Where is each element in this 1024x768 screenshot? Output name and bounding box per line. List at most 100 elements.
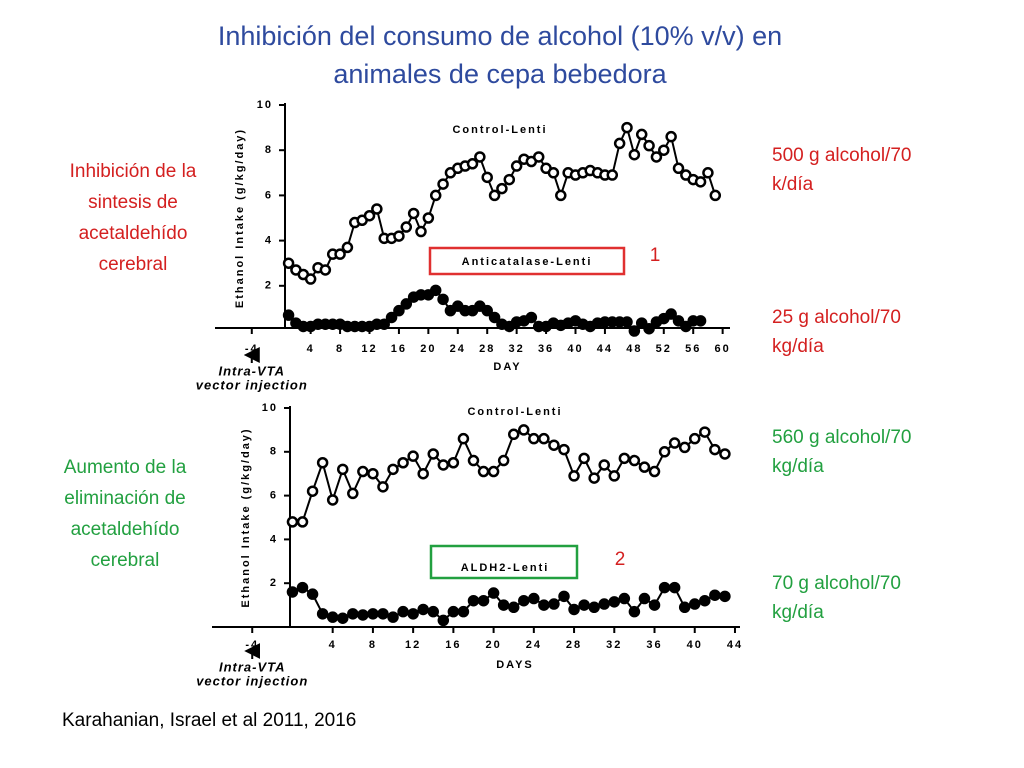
data-point bbox=[282, 257, 295, 269]
data-point bbox=[387, 463, 399, 476]
data-point bbox=[457, 432, 470, 445]
y-tick-label: 2 bbox=[265, 280, 273, 292]
data-point bbox=[400, 221, 413, 233]
side-label: Aumento de la bbox=[64, 457, 187, 478]
data-point bbox=[507, 601, 520, 614]
data-point bbox=[568, 603, 580, 616]
data-point bbox=[326, 611, 339, 623]
dose-label: kg/día bbox=[772, 602, 824, 623]
data-point bbox=[699, 594, 711, 607]
data-point bbox=[658, 581, 671, 594]
side-label: cerebral bbox=[99, 254, 168, 275]
series-line bbox=[292, 428, 726, 523]
data-point bbox=[286, 586, 299, 598]
data-point bbox=[477, 465, 490, 478]
data-point bbox=[363, 209, 376, 222]
y-tick-label: 10 bbox=[262, 402, 278, 414]
side-label: acetaldehído bbox=[79, 223, 188, 244]
series-label: ALDH2-Lenti bbox=[461, 562, 550, 574]
data-point bbox=[568, 470, 580, 482]
x-tick-label: 8 bbox=[369, 639, 377, 651]
side-label: acetaldehído bbox=[71, 519, 180, 540]
x-tick-label: 40 bbox=[687, 639, 703, 651]
data-point bbox=[643, 322, 655, 335]
data-point bbox=[282, 309, 295, 321]
data-point bbox=[665, 308, 677, 320]
data-point bbox=[621, 316, 633, 328]
annotation: vector injection bbox=[196, 377, 308, 392]
data-point bbox=[532, 151, 545, 163]
data-point bbox=[598, 598, 610, 610]
data-point bbox=[503, 173, 516, 186]
x-tick-label: 28 bbox=[566, 639, 582, 651]
dose-label: 25 g alcohol/70 bbox=[772, 307, 901, 328]
citation: Karahanian, Israel et al 2011, 2016 bbox=[62, 710, 356, 731]
data-point bbox=[341, 241, 354, 254]
x-tick-label: 36 bbox=[538, 343, 554, 355]
data-point bbox=[387, 611, 399, 623]
chart-tag: 2 bbox=[615, 549, 626, 570]
data-point bbox=[555, 189, 567, 202]
data-point bbox=[467, 454, 480, 467]
data-point bbox=[510, 160, 523, 172]
data-point bbox=[457, 605, 470, 618]
data-point bbox=[709, 189, 722, 202]
data-point bbox=[688, 598, 701, 610]
x-tick-label: 32 bbox=[606, 639, 622, 651]
data-point bbox=[407, 207, 420, 220]
data-point bbox=[628, 148, 641, 161]
side-label: sintesis de bbox=[88, 192, 178, 213]
dose-label: kg/día bbox=[772, 336, 824, 357]
data-point bbox=[378, 318, 390, 330]
dose-label: 70 g alcohol/70 bbox=[772, 573, 901, 594]
x-axis-label: DAY bbox=[493, 361, 521, 373]
data-point bbox=[385, 311, 398, 324]
data-point bbox=[417, 467, 429, 480]
chart-tag: 1 bbox=[650, 245, 661, 266]
y-tick-label: 8 bbox=[265, 144, 273, 156]
data-point bbox=[719, 590, 731, 603]
y-tick-label: 4 bbox=[270, 533, 278, 545]
data-point bbox=[608, 596, 621, 608]
data-point bbox=[371, 203, 383, 215]
data-point bbox=[447, 457, 460, 469]
annotation: Intra-VTA bbox=[219, 363, 286, 378]
data-point bbox=[665, 130, 677, 143]
data-point bbox=[304, 273, 317, 285]
data-point bbox=[296, 581, 309, 594]
x-tick-label: 36 bbox=[646, 639, 662, 651]
x-tick-label: 52 bbox=[656, 343, 672, 355]
data-point bbox=[429, 189, 442, 202]
data-point bbox=[407, 450, 419, 462]
data-point bbox=[319, 264, 332, 276]
data-point bbox=[316, 457, 329, 469]
data-point bbox=[525, 311, 538, 324]
data-point bbox=[336, 612, 349, 624]
x-tick-label: 16 bbox=[445, 639, 461, 651]
data-point bbox=[397, 605, 409, 618]
data-point bbox=[680, 320, 692, 333]
data-point bbox=[437, 178, 449, 190]
data-point bbox=[538, 432, 550, 445]
data-point bbox=[326, 494, 339, 506]
data-point bbox=[588, 601, 600, 614]
data-point bbox=[548, 439, 560, 451]
dose-label: k/día bbox=[772, 174, 814, 195]
data-point bbox=[558, 590, 570, 603]
data-point bbox=[488, 189, 501, 202]
data-point bbox=[347, 608, 359, 620]
data-point bbox=[638, 592, 651, 605]
data-point bbox=[347, 487, 359, 500]
data-point bbox=[481, 304, 493, 317]
data-point bbox=[618, 452, 631, 465]
x-tick-label: 24 bbox=[526, 639, 542, 651]
data-point bbox=[316, 608, 329, 620]
data-point bbox=[393, 304, 405, 317]
data-point bbox=[638, 461, 651, 473]
data-point bbox=[618, 592, 631, 605]
data-point bbox=[606, 169, 619, 181]
slide-title: Inhibición del consumo de alcohol (10% v… bbox=[218, 21, 782, 51]
dose-label: 560 g alcohol/70 bbox=[772, 427, 911, 448]
data-point bbox=[507, 428, 520, 441]
